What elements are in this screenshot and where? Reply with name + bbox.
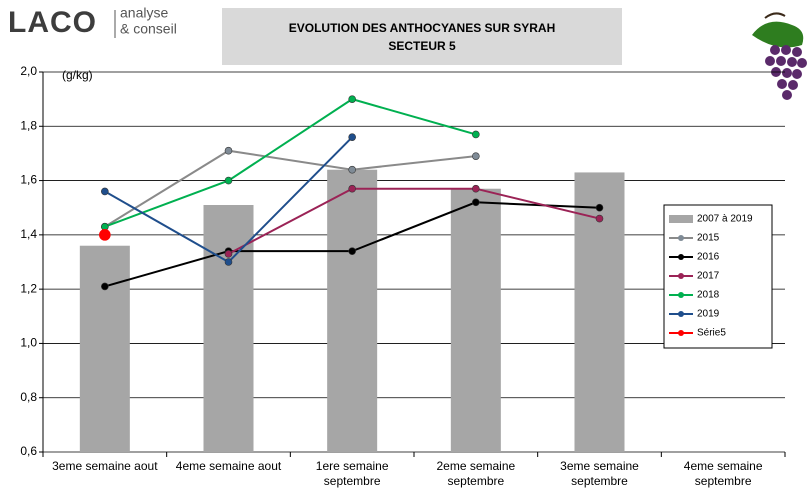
marker <box>348 133 356 141</box>
logo-tagline: analyse <box>120 5 168 21</box>
legend-label: Série5 <box>697 328 726 339</box>
legend-label: 2015 <box>697 233 720 244</box>
x-tick-label: 4eme semaine septembre <box>683 459 763 488</box>
y-tick-label: 1,4 <box>20 227 37 241</box>
legend-swatch <box>669 215 693 223</box>
marker <box>99 229 111 241</box>
legend-label: 2019 <box>697 309 720 320</box>
line <box>104 98 477 228</box>
bar <box>327 169 378 452</box>
bar <box>79 245 130 452</box>
legend-swatch <box>678 292 684 298</box>
marker <box>348 165 356 174</box>
y-axis-label: (g/kg) <box>62 68 93 82</box>
marker <box>224 250 233 258</box>
y-tick-label: 1,8 <box>20 118 37 132</box>
marker <box>472 198 480 207</box>
y-tick-label: 0,6 <box>20 444 37 458</box>
legend-label: 2017 <box>697 271 720 282</box>
legend-swatch <box>678 254 684 260</box>
legend-label: 2007 à 2019 <box>697 214 753 225</box>
x-tick-label: 3eme semaine aout <box>52 459 158 473</box>
y-tick-label: 1,0 <box>20 336 37 350</box>
marker <box>348 184 356 193</box>
x-tick-label: 1ere semaine septembre <box>315 459 389 488</box>
marker <box>595 214 604 223</box>
marker <box>472 184 480 193</box>
marker <box>101 187 109 196</box>
chart-title: SECTEUR 5 <box>388 39 456 53</box>
logo-tagline: & conseil <box>120 21 177 37</box>
line <box>104 149 476 228</box>
marker <box>348 95 356 103</box>
legend-swatch <box>678 311 684 317</box>
y-tick-label: 1,6 <box>20 173 37 187</box>
marker <box>348 247 356 255</box>
marker <box>101 282 109 291</box>
x-tick-label: 3eme semaine septembre <box>560 459 639 488</box>
marker <box>224 176 233 185</box>
title-box <box>222 8 622 65</box>
marker <box>595 203 604 212</box>
line <box>228 187 600 255</box>
bar <box>203 205 254 452</box>
chart-title: EVOLUTION DES ANTHOCYANES SUR SYRAH <box>289 21 555 35</box>
legend-label: 2016 <box>697 252 720 263</box>
legend-label: 2018 <box>697 290 720 301</box>
legend-swatch <box>678 330 684 336</box>
y-tick-label: 2,0 <box>20 64 37 78</box>
legend-swatch <box>678 235 684 241</box>
marker <box>472 130 480 139</box>
y-tick-label: 1,2 <box>20 281 37 295</box>
y-tick-label: 0,8 <box>20 390 37 404</box>
legend-swatch <box>678 273 684 279</box>
x-tick-label: 2eme semaine septembre <box>436 459 516 488</box>
marker <box>224 258 233 266</box>
bar <box>450 188 501 452</box>
marker <box>224 146 233 155</box>
grapes <box>752 12 807 100</box>
x-tick-label: 4eme semaine aout <box>175 459 282 473</box>
logo: LACO <box>8 6 97 39</box>
marker <box>472 152 480 160</box>
